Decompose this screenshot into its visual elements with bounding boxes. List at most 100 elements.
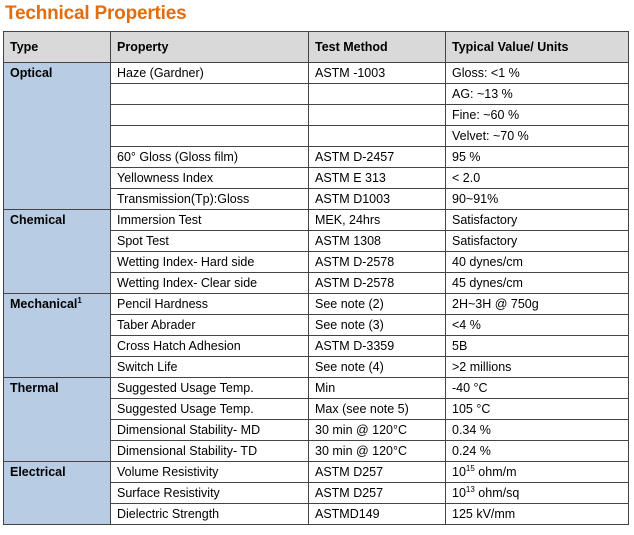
table-row: Optical Haze (Gardner) ASTM -1003 Gloss: <1… xyxy=(3,62,629,210)
value-exponent: 15 xyxy=(465,463,475,473)
test-method-cell: MEK, 24hrs xyxy=(308,209,446,231)
type-cell: Electrical xyxy=(3,461,111,525)
typical-value-cell: 5B xyxy=(445,335,629,357)
typical-value-cell: Satisfactory xyxy=(445,209,629,231)
column-header-type: Type xyxy=(3,31,111,63)
test-method-cell: ASTM D-2578 xyxy=(308,251,446,273)
typical-value-cell: 45 dynes/cm xyxy=(445,272,629,294)
property-cell: Dimensional Stability- MD xyxy=(110,419,309,441)
property-cell: 60° Gloss (Gloss film) xyxy=(110,146,309,168)
column-header-typical-value: Typical Value/ Units xyxy=(445,31,629,63)
table-row: Cross Hatch Adhesion ASTM D-3359 5B xyxy=(4,335,629,357)
property-cell: Surface Resistivity xyxy=(110,482,309,504)
test-method-cell: See note (3) xyxy=(308,314,446,336)
property-cell: Yellowness Index xyxy=(110,167,309,189)
page-title: Technical Properties xyxy=(5,3,187,24)
type-label: Chemical xyxy=(10,213,66,227)
typical-value-cell: 95 % xyxy=(445,146,629,168)
typical-value-cell: Satisfactory xyxy=(445,230,629,252)
test-method-cell: See note (2) xyxy=(308,293,446,315)
value-unit: ohm/m xyxy=(474,465,517,479)
property-cell: Cross Hatch Adhesion xyxy=(110,335,309,357)
typical-value-cell: Gloss: <1 % xyxy=(445,62,629,84)
property-cell: Wetting Index- Clear side xyxy=(110,272,309,294)
typical-value-cell: 0.34 % xyxy=(445,419,629,441)
typical-value-cell: 125 kV/mm xyxy=(445,503,629,525)
property-cell: Pencil Hardness xyxy=(110,293,309,315)
property-cell: Transmission(Tp):Gloss xyxy=(110,188,309,210)
property-cell: Wetting Index- Hard side xyxy=(110,251,309,273)
property-cell: Switch Life xyxy=(110,356,309,378)
type-cell: Chemical xyxy=(3,209,111,294)
property-cell: Haze (Gardner) xyxy=(110,62,309,84)
type-footnote-marker: 1 xyxy=(77,295,82,305)
property-cell xyxy=(110,104,309,126)
typical-value-cell: 105 °C xyxy=(445,398,629,420)
type-label: Mechanical xyxy=(10,297,78,311)
test-method-cell xyxy=(308,104,446,126)
value-base: 10 xyxy=(452,486,466,500)
column-header-property: Property xyxy=(110,31,309,63)
typical-value-cell: < 2.0 xyxy=(445,167,629,189)
type-cell: Thermal xyxy=(3,377,111,462)
test-method-cell: ASTM D-2457 xyxy=(308,146,446,168)
test-method-cell: ASTM D257 xyxy=(308,461,446,483)
value-unit: ohm/sq xyxy=(474,486,520,500)
table-row: Chemical Immersion Test MEK, 24hrs Satisfac… xyxy=(3,209,629,294)
typical-value-cell: 2H~3H @ 750g xyxy=(445,293,629,315)
property-cell: Dielectric Strength xyxy=(110,503,309,525)
property-cell: Spot Test xyxy=(110,230,309,252)
test-method-cell: ASTM E 313 xyxy=(308,167,446,189)
test-method-cell xyxy=(308,83,446,105)
typical-value-cell: 0.24 % xyxy=(445,440,629,462)
property-cell: Volume Resistivity xyxy=(110,461,309,483)
typical-value-cell: <4 % xyxy=(445,314,629,336)
table-row: Wetting Index- Clear side ASTM D-2578 45 d… xyxy=(4,272,629,294)
table-row: 60° Gloss (Gloss film) ASTM D-2457 95 % xyxy=(4,146,629,168)
table-row: Mechanical1 Pencil Hardness See note (2) 2H… xyxy=(3,293,629,378)
test-method-cell: ASTMD149 xyxy=(308,503,446,525)
test-method-cell: ASTM -1003 xyxy=(308,62,446,84)
property-cell: Suggested Usage Temp. xyxy=(110,398,309,420)
property-cell: Immersion Test xyxy=(110,209,309,231)
table-row: Switch Life See note (4) >2 millions xyxy=(4,356,629,378)
typical-value-cell: 1013 ohm/sq xyxy=(445,482,629,504)
test-method-cell: Min xyxy=(308,377,446,399)
property-cell: Dimensional Stability- TD xyxy=(110,440,309,462)
table-row: Surface Resistivity ASTM D257 1013 ohm/sq xyxy=(4,482,629,504)
table-row: Dimensional Stability- TD 30 min @ 120°C 0… xyxy=(4,440,629,462)
property-cell xyxy=(110,125,309,147)
table-row: Suggested Usage Temp. Max (see note 5) 105… xyxy=(4,398,629,420)
table-row: Electrical Volume Resistivity ASTM D257 101… xyxy=(3,461,629,525)
test-method-cell: 30 min @ 120°C xyxy=(308,440,446,462)
table-row: Wetting Index- Hard side ASTM D-2578 40 dy… xyxy=(4,251,629,273)
header-row: Type Property Test Method Typical Value/… xyxy=(3,31,629,63)
table-row: Thermal Suggested Usage Temp. Min -40 °C xyxy=(3,377,629,462)
typical-value-cell: 90~91% xyxy=(445,188,629,210)
value-exponent: 13 xyxy=(465,484,475,494)
type-cell: Mechanical1 xyxy=(3,293,111,378)
table-row: Taber Abrader See note (3) <4 % xyxy=(4,314,629,336)
property-cell xyxy=(110,83,309,105)
table-row: Velvet: ~70 % xyxy=(4,125,629,147)
typical-value-cell: >2 millions xyxy=(445,356,629,378)
typical-value-cell: Velvet: ~70 % xyxy=(445,125,629,147)
type-label: Thermal xyxy=(10,381,59,395)
type-cell: Optical xyxy=(3,62,111,210)
test-method-cell: ASTM D1003 xyxy=(308,188,446,210)
property-cell: Suggested Usage Temp. xyxy=(110,377,309,399)
test-method-cell: See note (4) xyxy=(308,356,446,378)
test-method-cell: ASTM 1308 xyxy=(308,230,446,252)
value-base: 10 xyxy=(452,465,466,479)
test-method-cell: ASTM D257 xyxy=(308,482,446,504)
table-row: AG: ~13 % xyxy=(4,83,629,105)
typical-value-cell: AG: ~13 % xyxy=(445,83,629,105)
type-label: Optical xyxy=(10,66,53,80)
test-method-cell: 30 min @ 120°C xyxy=(308,419,446,441)
technical-properties-table: Type Property Test Method Typical Value/… xyxy=(3,31,629,525)
test-method-cell: ASTM D-2578 xyxy=(308,272,446,294)
table-row: Dielectric Strength ASTMD149 125 kV/mm xyxy=(4,503,629,525)
typical-value-cell: -40 °C xyxy=(445,377,629,399)
typical-value-cell: 40 dynes/cm xyxy=(445,251,629,273)
typical-value-cell: Fine: ~60 % xyxy=(445,104,629,126)
